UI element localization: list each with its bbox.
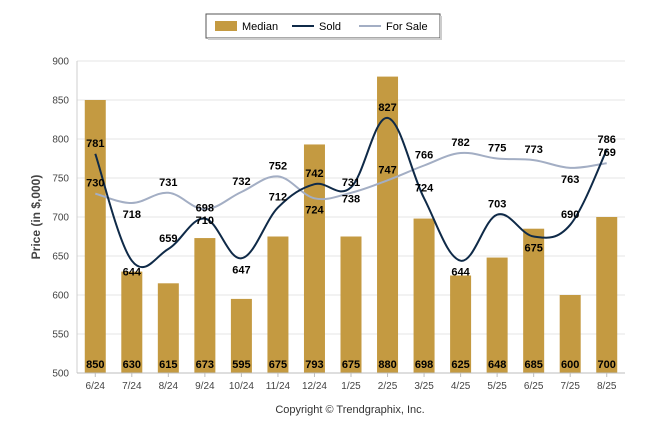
median-bar-label: 880 bbox=[378, 359, 396, 371]
for-sale-line bbox=[95, 151, 607, 211]
y-tick-label: 750 bbox=[52, 174, 69, 185]
median-bar bbox=[303, 144, 325, 373]
x-tick-label: 10/24 bbox=[229, 381, 254, 392]
sold-point-label: 742 bbox=[305, 168, 323, 180]
for-sale-point-label: 763 bbox=[561, 174, 579, 186]
median-bar-label: 673 bbox=[196, 359, 214, 371]
x-tick-label: 7/24 bbox=[122, 381, 142, 392]
y-tick-label: 800 bbox=[52, 135, 69, 146]
sold-line bbox=[94, 116, 608, 269]
x-tick-label: 11/24 bbox=[266, 381, 291, 392]
median-bar-label: 700 bbox=[598, 359, 616, 371]
sold-point-label: 698 bbox=[196, 203, 214, 215]
for-sale-point-label: 782 bbox=[451, 137, 469, 149]
y-tick-label: 650 bbox=[52, 252, 69, 263]
y-tick-label: 500 bbox=[52, 369, 69, 380]
median-bar-label: 615 bbox=[159, 359, 177, 371]
axes: 500 550 600 650 700 750 800 850 900 6/24 7/24 8/24 9… bbox=[52, 57, 625, 392]
for-sale-point-label: 731 bbox=[159, 177, 177, 189]
median-bar-label: 595 bbox=[232, 359, 250, 371]
for-sale-point-label: 731 bbox=[342, 177, 360, 189]
sold-point-label: 703 bbox=[488, 199, 506, 211]
for-sale-point-label: 710 bbox=[196, 215, 214, 227]
for-sale-point-label: 773 bbox=[524, 144, 542, 156]
trend-lines bbox=[94, 116, 608, 269]
x-tick-label: 5/25 bbox=[487, 381, 507, 392]
legend-swatch-median bbox=[215, 21, 237, 31]
sold-point-label: 827 bbox=[378, 102, 396, 114]
sold-point-label: 712 bbox=[269, 192, 287, 204]
x-tick-label: 3/25 bbox=[414, 381, 434, 392]
median-bar-label: 648 bbox=[488, 359, 506, 371]
sold-point-label: 781 bbox=[86, 138, 104, 150]
median-bar-label: 630 bbox=[123, 359, 141, 371]
for-sale-point-label: 766 bbox=[415, 150, 433, 162]
median-bar bbox=[340, 236, 362, 373]
y-tick-label: 850 bbox=[52, 96, 69, 107]
median-bar bbox=[157, 283, 179, 373]
x-tick-label: 9/24 bbox=[195, 381, 215, 392]
median-bar-label: 793 bbox=[305, 359, 323, 371]
sold-point-label: 738 bbox=[342, 193, 360, 205]
y-tick-label: 700 bbox=[52, 213, 69, 224]
sold-point-label: 659 bbox=[159, 233, 177, 245]
for-sale-point-label: 747 bbox=[378, 164, 396, 176]
median-bar-label: 625 bbox=[451, 359, 469, 371]
x-tick-label: 4/25 bbox=[451, 381, 471, 392]
for-sale-point-label: 732 bbox=[232, 176, 250, 188]
median-bar-label: 675 bbox=[342, 359, 360, 371]
legend-entry: For Sale bbox=[386, 21, 428, 33]
median-bar bbox=[559, 295, 581, 373]
sold-point-label: 644 bbox=[123, 267, 142, 279]
legend-entry: Sold bbox=[319, 21, 341, 33]
median-bar bbox=[194, 238, 216, 373]
x-tick-label: 8/24 bbox=[159, 381, 179, 392]
sold-point-label: 690 bbox=[561, 209, 579, 221]
median-bars bbox=[84, 76, 618, 373]
median-bar-label: 600 bbox=[561, 359, 579, 371]
sold-point-label: 675 bbox=[524, 243, 542, 255]
for-sale-point-label: 769 bbox=[598, 147, 616, 159]
for-sale-point-label: 775 bbox=[488, 143, 506, 155]
median-bar bbox=[377, 76, 399, 373]
for-sale-point-label: 718 bbox=[123, 209, 141, 221]
y-axis-label: Price (in $,000) bbox=[29, 175, 43, 260]
median-bar bbox=[450, 275, 472, 373]
median-bar-label: 675 bbox=[269, 359, 287, 371]
median-bar-label: 850 bbox=[86, 359, 104, 371]
median-bar bbox=[230, 298, 252, 373]
chart-legend: Median Sold For Sale bbox=[205, 13, 442, 40]
y-tick-label: 600 bbox=[52, 291, 69, 302]
sold-point-label: 724 bbox=[415, 182, 434, 194]
y-tick-label: 550 bbox=[52, 330, 69, 341]
sold-point-label: 644 bbox=[451, 267, 470, 279]
for-sale-point-label: 752 bbox=[269, 160, 287, 172]
median-bar bbox=[267, 236, 289, 373]
median-bar bbox=[523, 228, 545, 373]
median-bar bbox=[413, 218, 435, 373]
legend-entry: Median bbox=[242, 21, 278, 33]
sold-point-label: 647 bbox=[232, 264, 250, 276]
sold-point-label: 786 bbox=[598, 134, 616, 146]
x-tick-label: 12/24 bbox=[302, 381, 327, 392]
for-sale-point-label: 730 bbox=[86, 178, 104, 190]
x-tick-label: 6/24 bbox=[86, 381, 106, 392]
for-sale-point-label: 724 bbox=[305, 204, 324, 216]
median-bar-label: 698 bbox=[415, 359, 433, 371]
median-bar bbox=[486, 257, 508, 373]
x-tick-label: 1/25 bbox=[341, 381, 361, 392]
data-labels: 850 630 615 673 595 675 793 675 880 698 625 648 685 6… bbox=[86, 102, 616, 371]
x-tick-label: 2/25 bbox=[378, 381, 398, 392]
median-bar bbox=[121, 271, 143, 373]
median-bar bbox=[596, 217, 618, 373]
x-tick-label: 7/25 bbox=[560, 381, 580, 392]
y-tick-label: 900 bbox=[52, 57, 69, 68]
copyright-footer: Copyright © Trendgraphix, Inc. bbox=[275, 404, 424, 416]
x-tick-label: 8/25 bbox=[597, 381, 617, 392]
x-tick-label: 6/25 bbox=[524, 381, 544, 392]
median-bar-label: 685 bbox=[524, 359, 542, 371]
